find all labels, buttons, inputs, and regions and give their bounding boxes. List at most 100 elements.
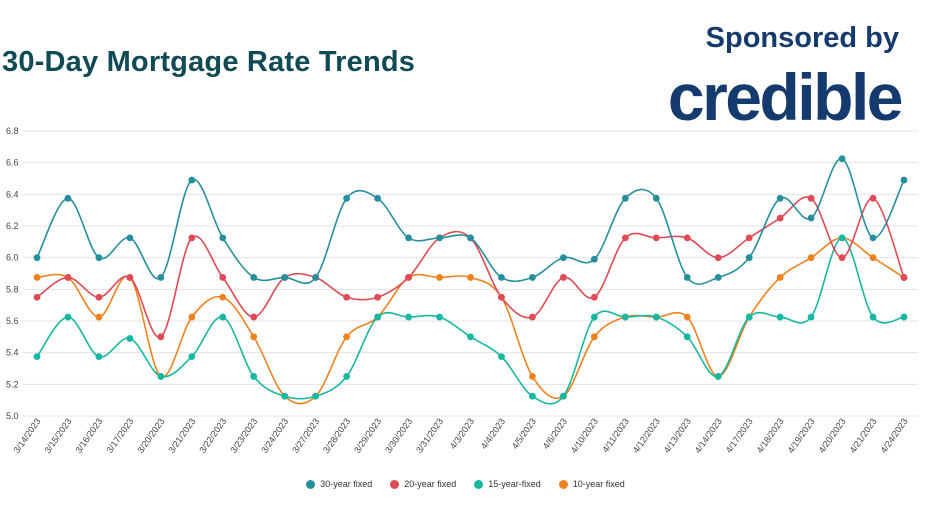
data-point [33, 254, 41, 262]
data-point [64, 194, 72, 202]
data-point [374, 194, 382, 202]
y-tick-label: 5.4 [6, 348, 19, 358]
data-point [33, 293, 41, 301]
data-point [590, 313, 598, 321]
y-tick-label: 5.2 [6, 379, 19, 389]
data-point [467, 234, 474, 242]
data-point [683, 274, 691, 281]
data-point [374, 293, 382, 301]
data-point [807, 194, 815, 202]
data-point [652, 313, 660, 321]
legend-label: 10-year fixed [572, 479, 625, 489]
legend-marker [474, 479, 484, 489]
data-point [343, 194, 351, 202]
data-point [900, 313, 908, 321]
data-point [529, 392, 536, 400]
data-point [745, 254, 753, 262]
chart-title: 30-Day Mortgage Rate Trends [2, 46, 416, 78]
x-tick-label: 4/21/2023 [848, 416, 879, 455]
data-point [467, 333, 474, 341]
data-point [219, 313, 227, 321]
data-point [590, 293, 598, 301]
data-point [95, 353, 103, 361]
data-point [590, 255, 598, 263]
data-point [529, 313, 536, 321]
legend-item: 15-year-fixed [474, 479, 541, 489]
x-tick-label: 3/23/2023 [228, 416, 259, 455]
data-point [621, 194, 629, 202]
data-point [219, 234, 227, 242]
data-point [250, 373, 258, 380]
x-tick-label: 3/17/2023 [104, 416, 135, 455]
data-point [436, 234, 443, 242]
x-tick-label: 4/5/2023 [510, 416, 538, 450]
data-point [498, 353, 505, 361]
data-point [64, 274, 72, 281]
y-tick-label: 5.0 [6, 411, 19, 421]
x-tick-label: 3/31/2023 [414, 416, 445, 455]
chart-legend: 30-year fixed 20-year fixed 15-year-fixed 1… [0, 479, 931, 489]
data-point [683, 333, 691, 341]
data-point [343, 373, 351, 380]
x-tick-label: 3/14/2023 [11, 416, 42, 455]
data-point [405, 313, 412, 321]
data-point [652, 194, 660, 202]
data-point [776, 313, 784, 321]
data-point [838, 234, 846, 242]
legend-item: 30-year fixed [306, 479, 372, 489]
data-point [714, 373, 722, 380]
data-point [126, 274, 134, 281]
data-point [157, 333, 165, 341]
data-point [157, 274, 165, 281]
legend-marker [390, 479, 400, 489]
data-point [529, 274, 536, 281]
legend-label: 20-year fixed [404, 479, 457, 489]
data-point [250, 274, 258, 281]
data-point [776, 194, 784, 202]
data-point [559, 392, 567, 400]
legend-item: 20-year fixed [390, 479, 456, 489]
data-point [467, 274, 474, 281]
x-tick-label: 3/28/2023 [321, 416, 352, 455]
data-point [745, 313, 753, 321]
data-point [250, 333, 258, 341]
x-tick-label: 4/4/2023 [479, 416, 507, 450]
y-tick-label: 6.8 [6, 126, 19, 136]
data-point [683, 313, 691, 321]
data-point [869, 194, 877, 202]
x-tick-label: 4/6/2023 [541, 416, 569, 450]
data-point [652, 234, 660, 242]
data-point [343, 293, 351, 301]
x-tick-label: 4/19/2023 [786, 416, 817, 455]
x-tick-label: 4/20/2023 [817, 416, 848, 455]
data-point [869, 313, 877, 321]
data-point [405, 274, 412, 281]
data-point [498, 293, 505, 301]
x-tick-label: 4/17/2023 [724, 416, 755, 455]
x-tick-label: 3/21/2023 [166, 416, 197, 455]
data-point [219, 274, 227, 281]
data-point [900, 176, 908, 184]
x-tick-label: 4/24/2023 [878, 416, 909, 455]
data-point [683, 234, 691, 242]
legend-label: 15-year-fixed [488, 479, 541, 489]
data-point [436, 313, 443, 321]
y-tick-label: 6.4 [6, 189, 19, 199]
data-point [807, 254, 815, 262]
data-point [188, 353, 196, 361]
x-tick-label: 3/29/2023 [352, 416, 383, 455]
data-point [436, 274, 443, 281]
data-point [621, 234, 629, 242]
data-point [869, 234, 877, 242]
data-point [95, 293, 103, 301]
x-tick-label: 3/22/2023 [197, 416, 228, 455]
data-point [714, 254, 722, 262]
x-tick-label: 4/12/2023 [631, 416, 662, 455]
data-point [559, 254, 567, 262]
legend-marker [306, 479, 316, 489]
legend-marker [558, 479, 568, 489]
y-tick-label: 6.2 [6, 221, 19, 231]
data-point [188, 176, 196, 184]
x-tick-label: 3/27/2023 [290, 416, 321, 455]
data-point [33, 274, 41, 281]
